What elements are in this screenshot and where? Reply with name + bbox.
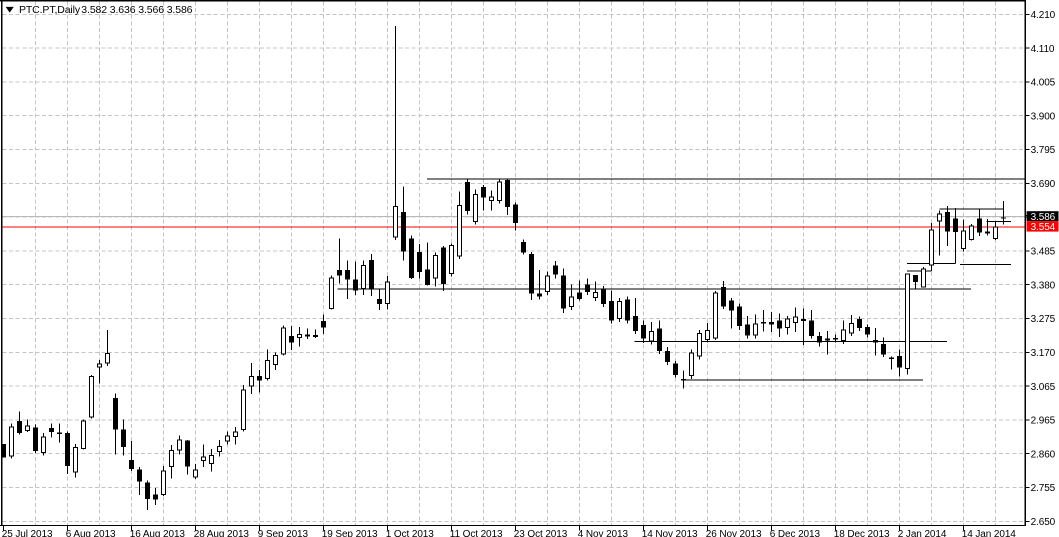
svg-text:3.065: 3.065	[1031, 382, 1056, 393]
svg-text:4.110: 4.110	[1031, 44, 1055, 55]
svg-text:3.690: 3.690	[1031, 179, 1056, 190]
svg-text:16 Aug 2013: 16 Aug 2013	[130, 529, 186, 537]
svg-text:3.170: 3.170	[1031, 348, 1056, 359]
svg-text:9 Sep 2013: 9 Sep 2013	[258, 529, 309, 537]
svg-text:4.005: 4.005	[1031, 78, 1056, 89]
svg-text:3.380: 3.380	[1031, 280, 1056, 291]
svg-text:3.900: 3.900	[1031, 111, 1056, 122]
svg-text:3.795: 3.795	[1031, 145, 1056, 156]
svg-text:26 Nov 2013: 26 Nov 2013	[706, 529, 762, 537]
svg-text:2 Jan 2014: 2 Jan 2014	[898, 529, 947, 537]
svg-text:14 Nov 2013: 14 Nov 2013	[642, 529, 698, 537]
svg-text:6 Dec 2013: 6 Dec 2013	[770, 529, 821, 537]
svg-text:2.860: 2.860	[1031, 449, 1056, 460]
svg-text:23 Oct 2013: 23 Oct 2013	[514, 529, 568, 537]
svg-text:2.965: 2.965	[1031, 416, 1056, 427]
svg-text:18 Dec 2013: 18 Dec 2013	[834, 529, 890, 537]
svg-text:4 Nov 2013: 4 Nov 2013	[578, 529, 629, 537]
svg-text:2.650: 2.650	[1031, 517, 1056, 528]
svg-text:4.210: 4.210	[1031, 10, 1056, 21]
svg-text:19 Sep 2013: 19 Sep 2013	[322, 529, 378, 537]
svg-text:25 Jul 2013: 25 Jul 2013	[2, 529, 53, 537]
svg-text:3.582 3.636 3.566 3.586: 3.582 3.636 3.566 3.586	[81, 4, 192, 16]
svg-text:3.586: 3.586	[1031, 212, 1056, 223]
svg-text:28 Aug 2013: 28 Aug 2013	[194, 529, 250, 537]
svg-text:11 Oct 2013: 11 Oct 2013	[450, 529, 503, 537]
svg-text:6 Aug 2013: 6 Aug 2013	[66, 529, 116, 537]
svg-text:PTC.PT,Daily: PTC.PT,Daily	[19, 4, 81, 16]
svg-text:3.554: 3.554	[1031, 222, 1056, 233]
svg-text:3.485: 3.485	[1031, 247, 1056, 258]
svg-text:3.275: 3.275	[1031, 314, 1056, 325]
svg-text:1 Oct 2013: 1 Oct 2013	[386, 529, 434, 537]
svg-text:2.755: 2.755	[1031, 483, 1056, 494]
svg-text:14 Jan 2014: 14 Jan 2014	[962, 529, 1016, 537]
